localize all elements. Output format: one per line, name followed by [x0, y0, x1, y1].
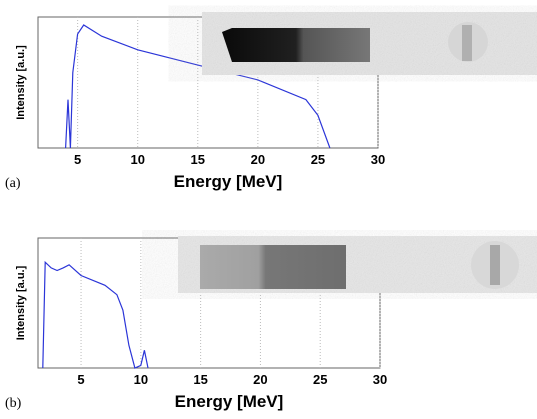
x-tick-label: 20: [251, 152, 265, 167]
x-tick-label: 30: [373, 372, 387, 387]
film-a: [202, 12, 537, 75]
x-tick-label: 25: [311, 152, 325, 167]
y-axis-label: Intensity [a.u.]: [15, 45, 27, 120]
x-tick-label: 5: [77, 372, 84, 387]
x-tick-label: 15: [193, 372, 207, 387]
film-b: [178, 236, 537, 293]
x-tick-label: 10: [134, 372, 148, 387]
x-tick-label: 15: [191, 152, 205, 167]
x-axis-label: Energy [MeV]: [175, 392, 284, 411]
panel-label: (b): [5, 396, 22, 411]
data-line: [65, 24, 331, 149]
data-line: [42, 260, 149, 369]
x-tick-label: 25: [313, 372, 327, 387]
x-tick-label: 20: [253, 372, 267, 387]
panel-label: (a): [5, 176, 21, 191]
x-tick-label: 30: [371, 152, 385, 167]
y-axis-label: Intensity [a.u.]: [15, 265, 27, 340]
x-tick-label: 5: [74, 152, 81, 167]
x-tick-label: 10: [130, 152, 144, 167]
x-axis-label: Energy [MeV]: [174, 172, 283, 191]
